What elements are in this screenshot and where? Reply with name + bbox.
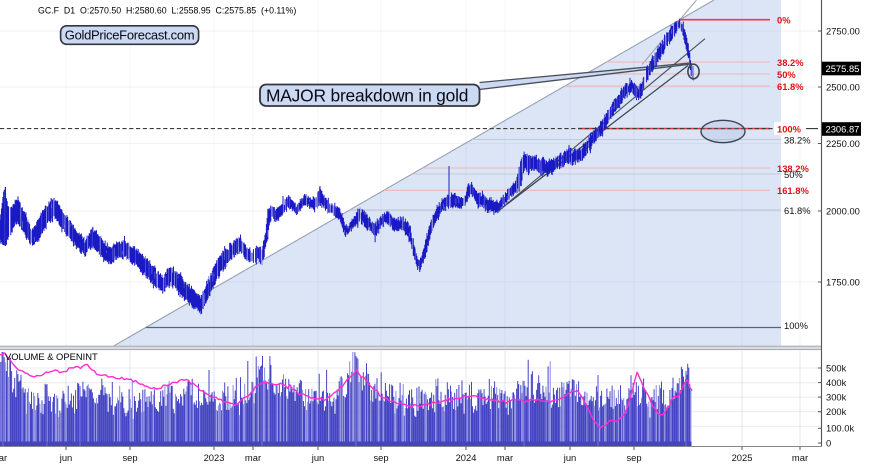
- svg-text:2750.00: 2750.00: [826, 25, 860, 36]
- svg-text:300k: 300k: [826, 392, 847, 403]
- svg-text:mar: mar: [0, 452, 7, 463]
- svg-text:sep: sep: [122, 452, 137, 463]
- svg-text:2500.00: 2500.00: [826, 81, 860, 92]
- svg-text:sep: sep: [626, 452, 641, 463]
- svg-text:mar: mar: [792, 452, 808, 463]
- svg-text:mar: mar: [245, 452, 261, 463]
- svg-text:jun: jun: [563, 452, 577, 463]
- svg-text:2000.00: 2000.00: [826, 205, 860, 216]
- svg-text:161.8%: 161.8%: [777, 185, 809, 196]
- svg-text:100.0k: 100.0k: [826, 423, 854, 434]
- svg-text:0%: 0%: [777, 14, 791, 25]
- svg-text:100%: 100%: [777, 123, 802, 134]
- svg-text:400k: 400k: [826, 377, 847, 388]
- svg-text:500k: 500k: [826, 362, 847, 373]
- svg-text:MAJOR breakdown in gold: MAJOR breakdown in gold: [266, 86, 468, 106]
- svg-text:0: 0: [826, 437, 831, 448]
- svg-text:200k: 200k: [826, 406, 847, 417]
- svg-text:50%: 50%: [777, 69, 796, 80]
- svg-text:100%: 100%: [784, 320, 808, 331]
- svg-text:38.2%: 38.2%: [784, 134, 811, 145]
- svg-text:GC.F D1 O:2570.50 H:2580.60: GC.F D1 O:2570.50 H:2580.60 L:2558.95 C:…: [38, 6, 296, 16]
- svg-text:38.2%: 38.2%: [777, 57, 804, 68]
- svg-text:VOLUME & OPENINT: VOLUME & OPENINT: [5, 351, 98, 362]
- svg-text:GoldPriceForecast.com: GoldPriceForecast.com: [65, 28, 195, 43]
- svg-text:2025: 2025: [732, 452, 753, 463]
- svg-text:2023: 2023: [204, 452, 225, 463]
- svg-text:2306.87: 2306.87: [826, 123, 860, 134]
- svg-text:jun: jun: [311, 452, 325, 463]
- svg-text:138.2%: 138.2%: [777, 163, 809, 174]
- svg-text:jun: jun: [59, 452, 73, 463]
- svg-text:2250.00: 2250.00: [826, 138, 860, 149]
- svg-text:1750.00: 1750.00: [826, 276, 860, 287]
- svg-text:mar: mar: [497, 452, 513, 463]
- svg-text:2575.85: 2575.85: [826, 63, 860, 74]
- svg-text:50%: 50%: [784, 169, 803, 180]
- svg-text:61.8%: 61.8%: [777, 81, 804, 92]
- svg-text:61.8%: 61.8%: [784, 205, 811, 216]
- svg-text:sep: sep: [373, 452, 388, 463]
- svg-text:2024: 2024: [456, 452, 477, 463]
